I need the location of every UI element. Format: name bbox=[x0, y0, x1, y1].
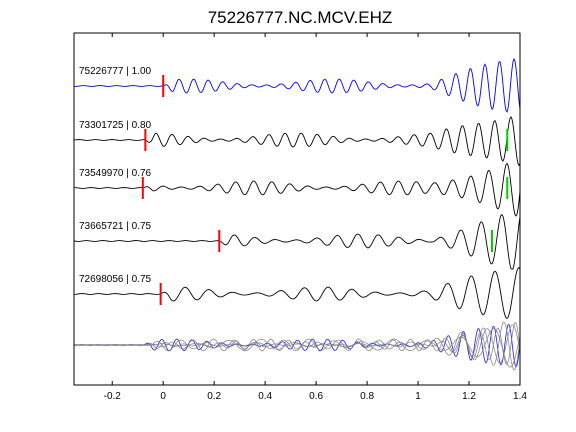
trace-line-4 bbox=[73, 267, 521, 320]
x-tick-label: 0.4 bbox=[258, 391, 272, 402]
trace-label: 73301725 | 0.80 bbox=[79, 120, 152, 131]
trace-labels: 75226777 | 1.00 73301725 | 0.80 73549970 |… bbox=[79, 66, 152, 285]
trace-line-1 bbox=[73, 116, 521, 167]
trace-line-2 bbox=[74, 162, 521, 217]
overlay-line-1 bbox=[73, 322, 521, 365]
trace-label: 75226777 | 1.00 bbox=[79, 66, 152, 77]
phase-picks bbox=[141, 75, 509, 305]
plot-frame bbox=[73, 32, 521, 386]
x-tick-label: 0.2 bbox=[207, 391, 221, 402]
waveform-traces bbox=[73, 57, 521, 320]
overlay-line-0 bbox=[73, 324, 521, 368]
overlay-traces bbox=[73, 321, 521, 371]
trace-label: 72698056 | 0.75 bbox=[79, 274, 152, 285]
chart-title: 75226777.NC.MCV.EHZ bbox=[208, 8, 393, 27]
trace-label: 73549970 | 0.76 bbox=[79, 168, 152, 179]
x-tick-label: 1.2 bbox=[462, 391, 476, 402]
x-tick-label: 1.4 bbox=[513, 391, 527, 402]
overlay-line-4 bbox=[73, 327, 521, 368]
overlay-line-3 bbox=[73, 324, 521, 364]
trace-label: 73665721 | 0.75 bbox=[79, 221, 152, 232]
trace-line-3 bbox=[73, 214, 521, 270]
x-tick-label: 1 bbox=[415, 391, 421, 402]
x-tick-label: 0.6 bbox=[309, 391, 323, 402]
trace-line-0 bbox=[73, 57, 521, 113]
x-tick-label: 0 bbox=[160, 391, 166, 402]
x-tick-label: -0.2 bbox=[104, 391, 122, 402]
x-tick-label: 0.8 bbox=[360, 391, 374, 402]
